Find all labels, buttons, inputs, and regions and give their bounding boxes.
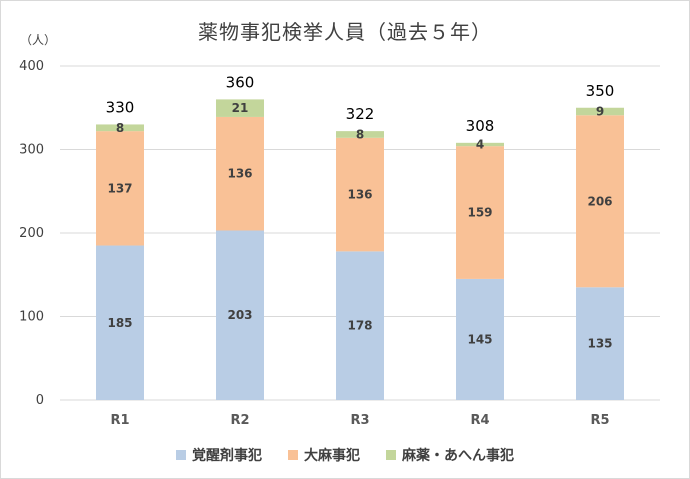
x-tick-label: R1 (110, 413, 129, 428)
legend: 覚醒剤事犯 大麻事犯 麻薬・あへん事犯 (0, 445, 690, 465)
data-label: 8 (116, 121, 124, 135)
legend-swatch (386, 450, 396, 460)
data-label: 136 (347, 188, 372, 202)
x-tick-label: R3 (350, 413, 369, 428)
data-label: 206 (587, 194, 612, 208)
total-label: 350 (586, 82, 615, 100)
bar-segment (456, 146, 504, 279)
y-tick-label: 300 (19, 143, 44, 158)
bar-segment (96, 131, 144, 246)
bar-segment (336, 131, 384, 138)
y-unit-label: （人） (20, 33, 56, 47)
bar-segment (336, 137, 384, 252)
data-label: 4 (476, 137, 484, 151)
legend-label: 大麻事犯 (304, 448, 360, 464)
data-label: 159 (467, 206, 492, 220)
data-label: 136 (227, 167, 252, 181)
legend-item: 麻薬・あへん事犯 (386, 445, 514, 465)
data-label: 185 (107, 316, 132, 330)
data-label: 178 (347, 319, 372, 333)
chart-title: 薬物事犯検挙人員（過去５年） (198, 20, 492, 44)
total-label: 322 (346, 105, 375, 123)
bar-segment (216, 230, 264, 400)
bar-segment (216, 99, 264, 117)
data-label: 203 (227, 308, 252, 322)
y-tick-label: 0 (36, 393, 44, 408)
total-label: 360 (226, 73, 255, 91)
legend-swatch (288, 450, 298, 460)
data-label: 21 (232, 101, 249, 115)
bar-segment (576, 107, 624, 116)
data-label: 145 (467, 332, 492, 346)
data-label: 8 (356, 127, 364, 141)
bar-segment (96, 245, 144, 400)
legend-item: 覚醒剤事犯 (176, 445, 262, 465)
legend-item: 大麻事犯 (288, 445, 360, 465)
bar-segment (576, 115, 624, 288)
bar-segment (456, 278, 504, 400)
bar-segment (96, 124, 144, 132)
total-label: 308 (466, 117, 495, 135)
y-tick-label: 100 (19, 310, 44, 325)
x-tick-label: R4 (470, 413, 489, 428)
y-tick-label: 200 (19, 226, 44, 241)
legend-swatch (176, 450, 186, 460)
total-label: 330 (106, 98, 135, 116)
bar-segment (576, 287, 624, 400)
bar-segment (456, 142, 504, 147)
x-tick-label: R5 (590, 413, 609, 428)
bar-segment (336, 251, 384, 400)
x-tick-label: R2 (230, 413, 249, 428)
legend-label: 覚醒剤事犯 (192, 448, 262, 464)
data-label: 9 (596, 105, 604, 119)
legend-label: 麻薬・あへん事犯 (402, 448, 514, 464)
data-label: 137 (107, 181, 132, 195)
bar-segment (216, 116, 264, 231)
data-label: 135 (587, 337, 612, 351)
y-tick-label: 400 (19, 59, 44, 74)
